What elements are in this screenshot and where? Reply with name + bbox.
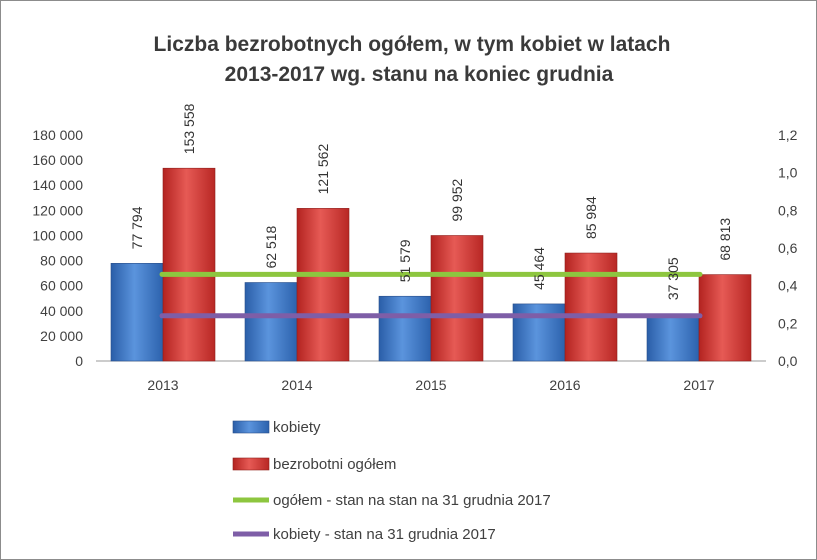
y-primary-tick-label: 40 000 (40, 303, 83, 319)
bar-kobiety (378, 295, 432, 362)
x-tick-label: 2017 (683, 377, 714, 393)
data-label-kobiety: 62 518 (263, 225, 279, 268)
y-primary-tick-label: 160 000 (32, 152, 83, 168)
bar-kobiety (110, 263, 164, 362)
data-label-bezrobotni-ogolem: 99 952 (449, 178, 465, 221)
x-tick-label: 2014 (281, 377, 312, 393)
legend-label-bezrobotni-ogolem: bezrobotni ogółem (273, 456, 396, 473)
y-primary-tick-label: 20 000 (40, 328, 83, 344)
data-label-bezrobotni-ogolem: 85 984 (583, 196, 599, 239)
data-label-bezrobotni-ogolem: 121 562 (315, 144, 331, 195)
y-secondary-tick-label: 1,2 (778, 127, 798, 143)
bar-bezrobotni-ogolem (296, 208, 350, 362)
bar-bezrobotni-ogolem (162, 167, 216, 362)
bar-bezrobotni-ogolem (564, 252, 618, 362)
data-label-bezrobotni-ogolem: 153 558 (181, 103, 197, 154)
x-tick-label: 2015 (415, 377, 446, 393)
data-label-kobiety: 51 579 (397, 239, 413, 282)
data-label-kobiety: 77 794 (129, 206, 145, 249)
y-secondary-tick-label: 0,0 (778, 353, 798, 369)
y-secondary-tick-label: 1,0 (778, 165, 798, 181)
data-label-kobiety: 37 305 (665, 257, 681, 300)
y-primary-tick-label: 0 (75, 353, 83, 369)
legend-label-kobiety-stan-31-grudnia-2017: kobiety - stan na 31 grudnia 2017 (273, 526, 496, 543)
y-secondary-tick-label: 0,8 (778, 202, 798, 218)
y-primary-tick-label: 180 000 (32, 127, 83, 143)
legend-swatch-kobiety (232, 420, 270, 434)
chart-title-line-2: 2013-2017 wg. stanu na koniec grudnia (225, 63, 614, 86)
x-tick-label: 2016 (549, 377, 580, 393)
chart-title: Liczba bezrobotnych ogółem, w tym kobiet… (154, 33, 671, 86)
y-primary-tick-label: 60 000 (40, 278, 83, 294)
legend-swatch-bezrobotni-ogolem (232, 457, 270, 471)
bar-bezrobotni-ogolem (430, 235, 484, 362)
bar-kobiety (244, 282, 298, 362)
x-tick-label: 2013 (147, 377, 178, 393)
data-label-bezrobotni-ogolem: 68 813 (717, 218, 733, 261)
y-secondary-tick-label: 0,4 (778, 278, 798, 294)
y-secondary-tick-label: 0,2 (778, 315, 798, 331)
legend-label-ogolem-stan-31-grudnia-2017: ogółem - stan na stan na 31 grudnia 2017 (273, 492, 551, 509)
data-label-kobiety: 45 464 (531, 247, 547, 290)
y-primary-tick-label: 140 000 (32, 177, 83, 193)
y-secondary-tick-label: 0,6 (778, 240, 798, 256)
y-primary-tick-label: 120 000 (32, 202, 83, 218)
bar-kobiety (512, 303, 566, 362)
y-primary-tick-label: 80 000 (40, 253, 83, 269)
bar-kobiety (646, 313, 700, 362)
y-primary-tick-label: 100 000 (32, 227, 83, 243)
chart-title-line-1: Liczba bezrobotnych ogółem, w tym kobiet… (154, 33, 671, 56)
bar-bezrobotni-ogolem (698, 274, 752, 362)
legend-label-kobiety: kobiety (273, 419, 321, 436)
